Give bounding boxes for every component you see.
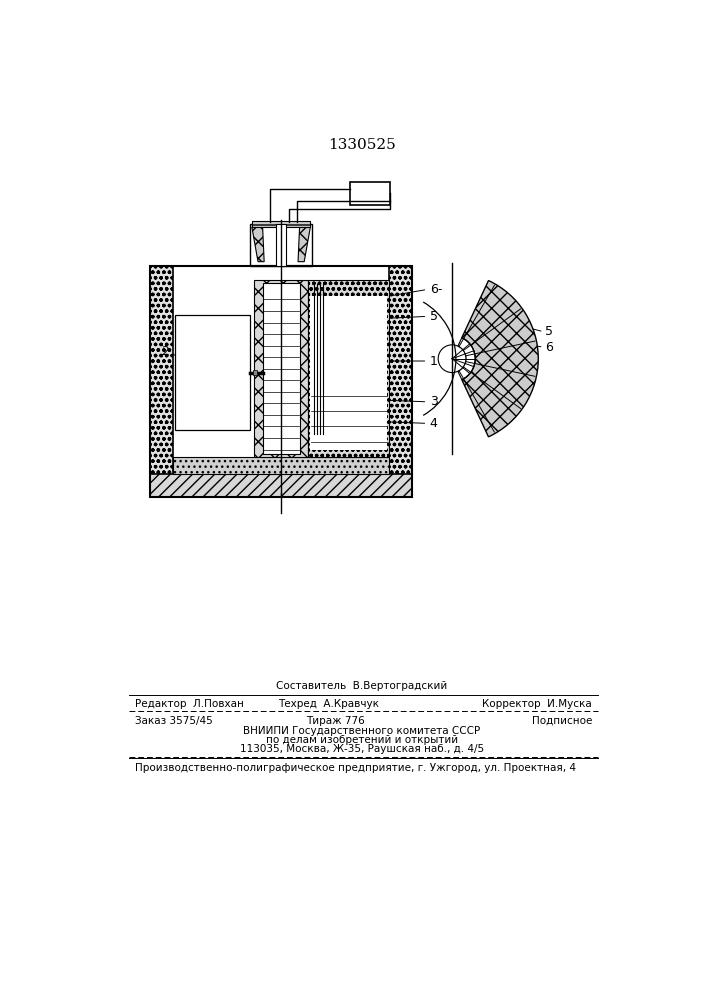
Text: 7: 7 xyxy=(366,186,375,201)
Bar xyxy=(389,266,412,497)
Text: Техред  А.Кравчук: Техред А.Кравчук xyxy=(279,699,380,709)
Text: 1: 1 xyxy=(430,355,438,368)
Circle shape xyxy=(438,345,466,373)
Bar xyxy=(150,474,412,497)
Text: 1330525: 1330525 xyxy=(328,138,396,152)
Bar xyxy=(308,280,389,457)
Polygon shape xyxy=(298,227,310,262)
Bar xyxy=(276,224,286,266)
Bar xyxy=(175,315,250,430)
Bar xyxy=(441,355,452,356)
Polygon shape xyxy=(252,227,264,262)
Bar xyxy=(262,283,300,454)
Text: Тираж 776: Тираж 776 xyxy=(305,716,365,726)
Text: по делам изобретений и открытий: по делам изобретений и открытий xyxy=(266,735,458,745)
Bar xyxy=(441,357,452,359)
Text: Составитель  В.Вертоградский: Составитель В.Вертоградский xyxy=(276,681,448,691)
Text: 5: 5 xyxy=(545,325,553,338)
Bar xyxy=(441,356,452,358)
Bar xyxy=(173,457,389,474)
Text: 4: 4 xyxy=(430,417,438,430)
Text: ВНИИПИ Государственного комитета СССР: ВНИИПИ Государственного комитета СССР xyxy=(243,726,481,736)
Text: 2: 2 xyxy=(162,345,170,358)
Wedge shape xyxy=(458,338,475,380)
Bar xyxy=(310,296,387,450)
Text: 6-: 6- xyxy=(430,283,442,296)
Text: 6: 6 xyxy=(545,341,553,354)
Text: Производственно-полиграфическое предприятие, г. Ужгород, ул. Проектная, 4: Производственно-полиграфическое предприя… xyxy=(135,763,575,773)
Text: 3: 3 xyxy=(430,395,438,408)
Text: Подписное: Подписное xyxy=(532,716,592,726)
Bar xyxy=(252,370,257,375)
Bar xyxy=(351,182,390,205)
Bar xyxy=(150,266,412,497)
Text: Заказ 3575/45: Заказ 3575/45 xyxy=(135,716,213,726)
Text: Редактор  Л.Повхан: Редактор Л.Повхан xyxy=(135,699,244,709)
Bar xyxy=(441,358,452,360)
Text: 5: 5 xyxy=(430,310,438,323)
Bar xyxy=(252,221,310,227)
Bar xyxy=(250,224,312,266)
Wedge shape xyxy=(462,281,538,437)
Bar xyxy=(441,359,452,361)
Bar xyxy=(254,280,308,457)
Text: 113035, Москва, Ж-35, Раушская наб., д. 4/5: 113035, Москва, Ж-35, Раушская наб., д. … xyxy=(240,744,484,754)
Bar xyxy=(150,266,173,497)
Text: Корректор  И.Муска: Корректор И.Муска xyxy=(482,699,592,709)
